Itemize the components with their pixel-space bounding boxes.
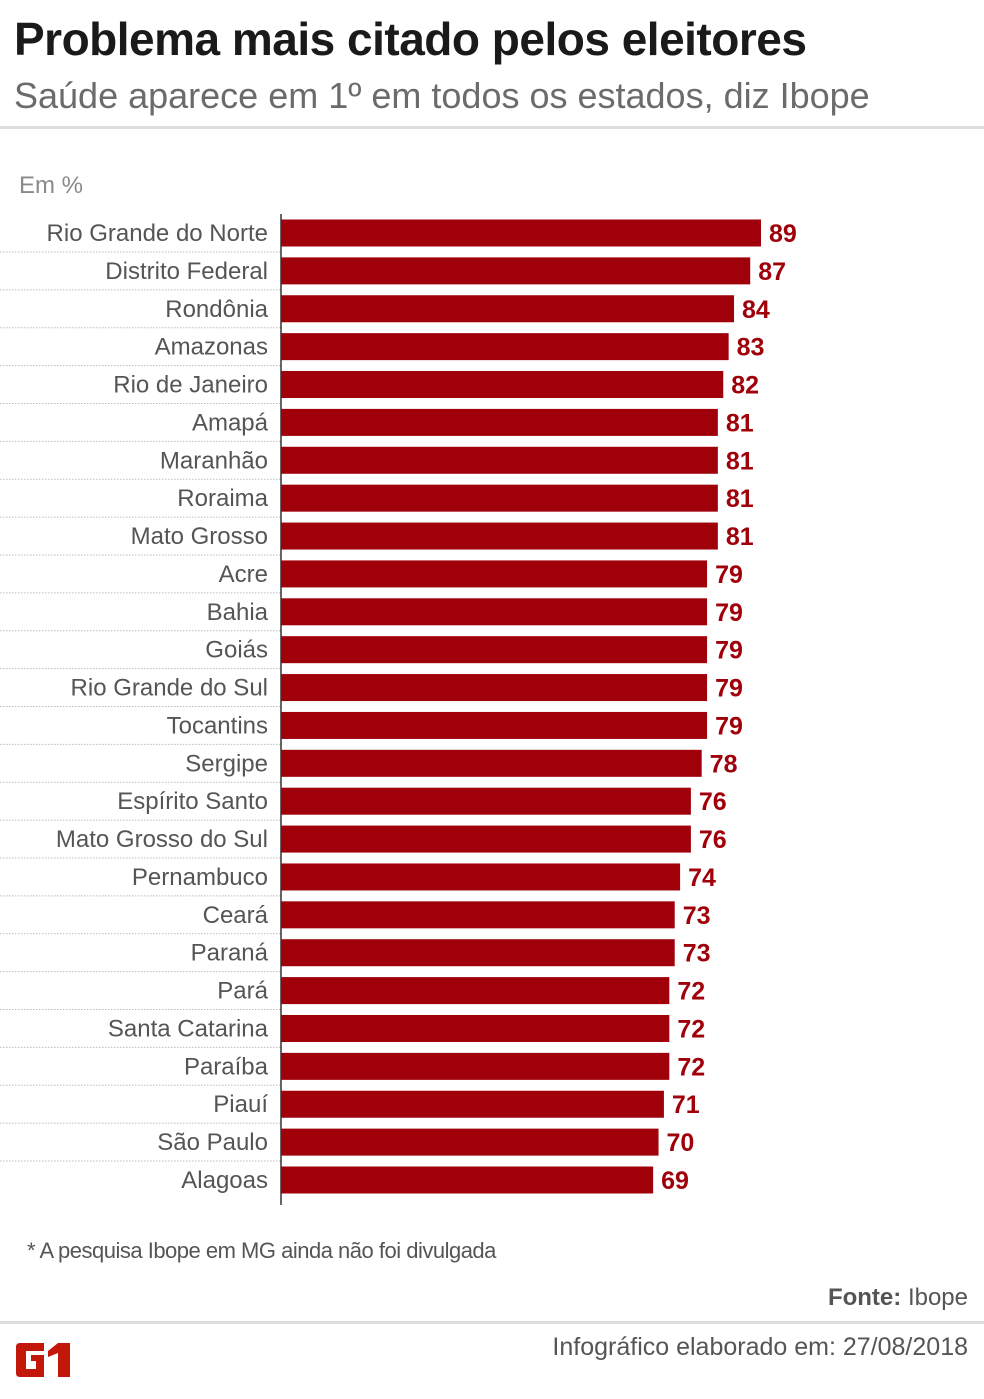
category-label: Amapá <box>192 409 269 436</box>
g1-logo <box>16 1343 70 1377</box>
category-label: Santa Catarina <box>108 1015 269 1042</box>
value-label: 69 <box>661 1167 689 1195</box>
category-label: Maranhão <box>160 447 268 474</box>
bar <box>281 977 670 1005</box>
value-label: 71 <box>672 1091 700 1119</box>
bar <box>281 1014 670 1042</box>
category-label: Paraná <box>191 940 269 967</box>
bar <box>281 446 718 474</box>
value-label: 81 <box>726 485 754 513</box>
category-label: Distrito Federal <box>105 258 268 285</box>
source-value: Ibope <box>907 1284 968 1311</box>
bar <box>281 295 735 323</box>
bar <box>281 1052 670 1080</box>
value-label: 76 <box>699 788 727 816</box>
value-label: 72 <box>677 978 705 1006</box>
bar <box>281 1166 654 1194</box>
bar <box>281 219 761 247</box>
value-label: 70 <box>667 1129 695 1157</box>
value-label: 73 <box>683 902 711 930</box>
bar <box>281 787 691 815</box>
source-label: Fonte: <box>827 1284 902 1311</box>
value-label: 81 <box>726 523 754 551</box>
category-label: Amazonas <box>155 334 268 361</box>
made-date: Infográfico elaborado em: 27/08/2018 <box>552 1333 968 1361</box>
category-label: Acre <box>219 561 268 588</box>
bar <box>281 408 718 436</box>
bar <box>281 711 708 739</box>
category-label: Espírito Santo <box>117 788 268 815</box>
value-label: 89 <box>769 220 797 248</box>
category-label: Mato Grosso <box>131 523 268 550</box>
category-label: Sergipe <box>185 750 268 777</box>
bar <box>281 939 675 967</box>
category-label: Pernambuco <box>132 864 268 891</box>
category-label: Bahia <box>207 599 269 626</box>
category-label: Paraíba <box>184 1053 269 1080</box>
divider <box>0 126 984 129</box>
value-label: 79 <box>715 675 743 703</box>
category-label: São Paulo <box>157 1129 268 1156</box>
value-label: 84 <box>742 296 770 324</box>
footnote: * A pesquisa Ibope em MG ainda não foi d… <box>27 1238 496 1263</box>
bar <box>281 863 681 891</box>
value-label: 79 <box>715 599 743 627</box>
bar <box>281 636 708 664</box>
bar <box>281 1128 659 1156</box>
source: Fonte: Ibope <box>828 1284 968 1312</box>
category-label: Alagoas <box>181 1167 268 1194</box>
category-label: Rio de Janeiro <box>113 372 268 399</box>
bar <box>281 674 708 702</box>
bar <box>281 522 718 550</box>
value-label: 82 <box>731 372 759 400</box>
value-label: 81 <box>726 447 754 475</box>
bar <box>281 560 708 588</box>
unit-label: Em % <box>19 172 84 199</box>
category-label: Tocantins <box>167 712 268 739</box>
chart-title: Problema mais citado pelos eleitores <box>14 13 807 65</box>
value-label: 79 <box>715 712 743 740</box>
bar <box>281 825 691 853</box>
bar <box>281 371 724 399</box>
value-label: 79 <box>715 561 743 589</box>
category-label: Mato Grosso do Sul <box>56 826 268 853</box>
category-label: Rio Grande do Sul <box>71 675 268 702</box>
value-label: 87 <box>758 258 786 286</box>
bar-chart: Rio Grande do Norte 89 Distrito Federal 87 R… <box>0 214 797 1205</box>
category-label: Rondônia <box>165 296 268 323</box>
category-label: Pará <box>217 978 268 1005</box>
bar <box>281 333 729 361</box>
value-label: 83 <box>737 334 765 362</box>
bar <box>281 598 708 626</box>
category-label: Roraima <box>177 485 268 512</box>
category-label: Goiás <box>205 637 268 664</box>
category-label: Ceará <box>203 902 269 929</box>
bar <box>281 1090 664 1118</box>
bar <box>281 484 718 512</box>
value-label: 78 <box>710 750 738 778</box>
divider <box>0 1321 984 1324</box>
bar <box>281 257 751 285</box>
bar <box>281 901 675 929</box>
category-label: Rio Grande do Norte <box>47 220 268 247</box>
value-label: 81 <box>726 409 754 437</box>
category-label: Piauí <box>213 1091 268 1118</box>
value-label: 73 <box>683 940 711 968</box>
value-label: 79 <box>715 637 743 665</box>
value-label: 76 <box>699 826 727 854</box>
value-label: 72 <box>677 1053 705 1081</box>
value-label: 74 <box>688 864 716 892</box>
value-label: 72 <box>677 1015 705 1043</box>
chart-subtitle: Saúde aparece em 1º em todos os estados,… <box>14 75 870 116</box>
bar <box>281 749 702 777</box>
